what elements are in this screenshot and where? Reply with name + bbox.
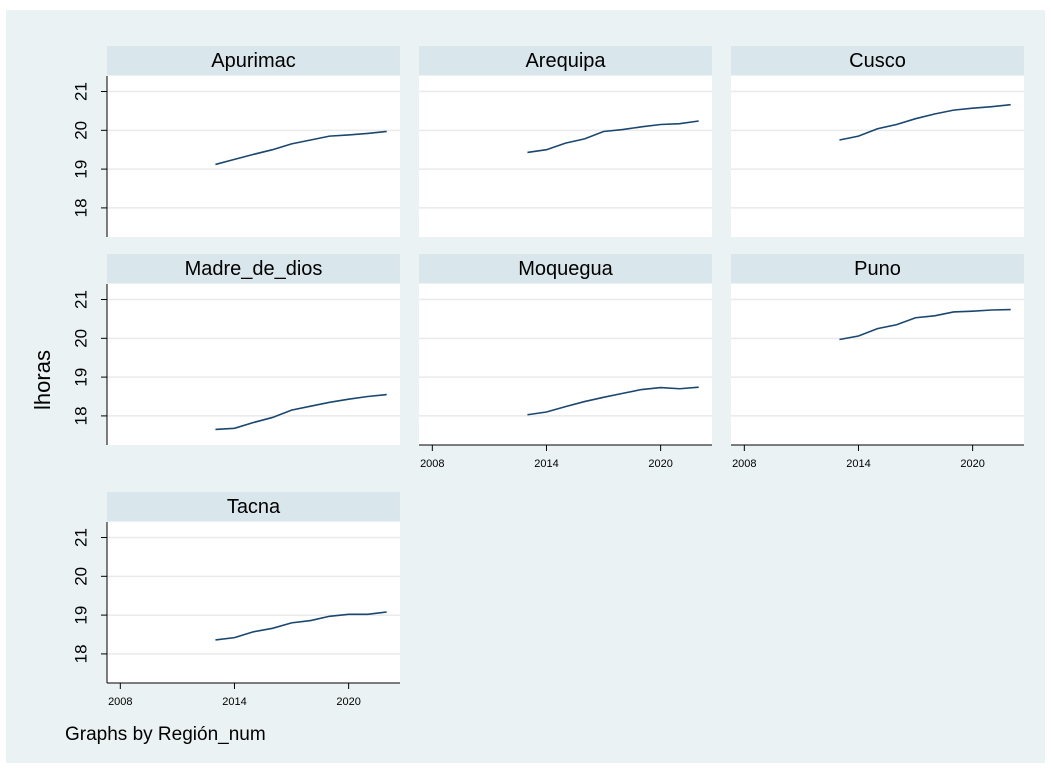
x-tick-label: 2008 (108, 696, 132, 708)
line (527, 120, 699, 154)
plot-area (419, 76, 712, 237)
plot-area (107, 76, 400, 237)
plot-area (731, 284, 1024, 445)
y-tick-label: 21 (71, 82, 90, 101)
plot-area (419, 284, 712, 445)
strip (731, 254, 1024, 283)
y-tick-label: 21 (71, 528, 90, 547)
y-title: lhoras (30, 350, 55, 410)
strip (731, 46, 1024, 75)
line (215, 130, 387, 166)
y-tick-label: 20 (71, 567, 90, 586)
line (527, 386, 699, 416)
panel-title: Madre_de_dios (185, 258, 323, 280)
x-tick-label: 2014 (222, 696, 246, 708)
panel-title: Tacna (227, 496, 281, 518)
strip (107, 46, 400, 75)
strip (107, 254, 400, 283)
panel-title: Cusco (849, 50, 906, 72)
line (215, 611, 387, 641)
panel-title: Puno (854, 258, 901, 280)
plot-area (731, 76, 1024, 237)
y-tick-label: 20 (71, 329, 90, 348)
x-tick-label: 2008 (420, 458, 444, 470)
x-tick-label: 2014 (846, 458, 870, 470)
x-tick-label: 2014 (534, 458, 558, 470)
panel-title: Apurimac (211, 50, 295, 72)
y-tick-label: 18 (71, 406, 90, 425)
panel-title: Moquegua (518, 258, 613, 280)
x-tick-label: 2020 (336, 696, 360, 708)
x-tick-label: 2020 (960, 458, 984, 470)
strip (419, 254, 712, 283)
line (215, 393, 387, 431)
y-tick-label: 20 (71, 121, 90, 140)
y-tick-label: 19 (71, 368, 90, 387)
line (839, 103, 1011, 141)
y-tick-label: 21 (71, 290, 90, 309)
panel-title: Arequipa (525, 50, 606, 72)
y-tick-label: 18 (71, 198, 90, 217)
strip (107, 492, 400, 521)
y-tick-label: 19 (71, 160, 90, 179)
note: Graphs by Región_num (65, 724, 266, 745)
y-tick-label: 18 (71, 644, 90, 663)
x-tick-label: 2020 (648, 458, 672, 470)
line (839, 308, 1011, 341)
plot-area (107, 284, 400, 445)
y-tick-label: 19 (71, 606, 90, 625)
strip (419, 46, 712, 75)
x-tick-label: 2008 (732, 458, 756, 470)
plot-area (107, 522, 400, 683)
